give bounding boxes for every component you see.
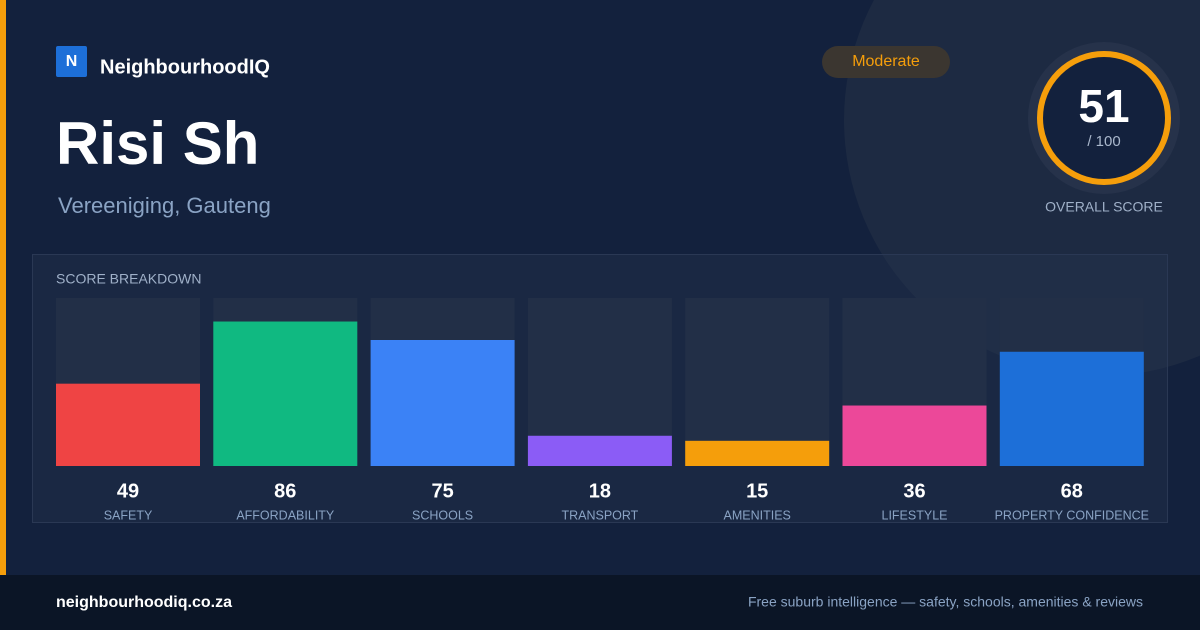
value-label: 18: [589, 480, 611, 502]
category-label: AFFORDABILITY: [236, 508, 335, 522]
bar: [527, 435, 672, 466]
footer-bg: [0, 575, 1200, 630]
brand-icon: N: [66, 53, 78, 70]
category-label: LIFESTYLE: [882, 508, 948, 522]
category-label: AMENITIES: [724, 508, 791, 522]
score-value: 51: [1078, 80, 1129, 132]
bar: [213, 321, 358, 466]
category-label: PROPERTY CONFIDENCE: [995, 508, 1149, 522]
bar: [999, 351, 1144, 466]
badge: Moderate: [852, 53, 920, 70]
category-label: SCHOOLS: [412, 508, 473, 522]
bar: [56, 383, 200, 466]
bar: [842, 405, 987, 466]
bar: [370, 340, 515, 466]
value-label: 86: [274, 480, 296, 502]
suburb-title: Risi Sh: [56, 110, 259, 177]
breakdown-title: SCORE BREAKDOWN: [56, 271, 201, 287]
brand-name: NeighbourhoodIQ: [100, 56, 270, 78]
value-label: 49: [117, 480, 139, 502]
badge-bg: [822, 46, 950, 78]
value-label: 15: [746, 480, 768, 502]
footer-url: neighbourhoodiq.co.za: [56, 594, 232, 611]
value-label: 36: [903, 480, 925, 502]
score-ring: [1037, 51, 1171, 185]
bar: [685, 440, 830, 466]
score-max: / 100: [1087, 133, 1120, 150]
brand-icon-bg: [56, 46, 87, 77]
accent-strip: [0, 0, 6, 575]
location: Vereeniging, Gauteng: [58, 193, 271, 218]
footer-tagline: Free suburb intelligence — safety, schoo…: [748, 594, 1143, 610]
value-label: 75: [431, 480, 453, 502]
score-label: OVERALL SCORE: [1045, 199, 1163, 215]
bar-track: [685, 298, 830, 466]
category-label: TRANSPORT: [561, 508, 638, 522]
category-label: SAFETY: [104, 508, 153, 522]
value-label: 68: [1061, 480, 1083, 502]
